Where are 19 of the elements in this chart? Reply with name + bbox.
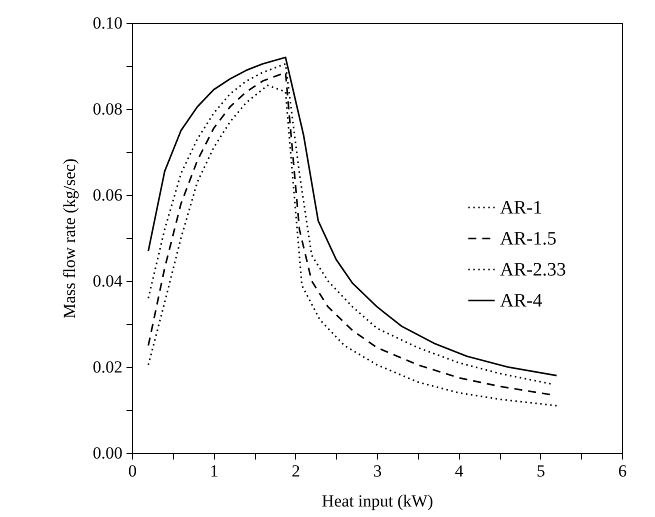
legend-label: AR-1.5	[500, 228, 556, 250]
y-axis-title: Mass flow rate (kg/sec)	[60, 158, 79, 319]
y-tick-label: 0.02	[92, 358, 122, 376]
x-axis-title: Heat input (kW)	[322, 492, 434, 510]
x-tick-label: 0	[128, 462, 137, 480]
y-tick-label: 0.06	[92, 186, 122, 204]
x-tick-label: 1	[210, 462, 218, 480]
y-tick-label: 0.10	[92, 14, 122, 32]
y-tick-label: 0.04	[92, 272, 123, 290]
legend-label: AR-2.33	[500, 260, 566, 280]
x-tick-label: 5	[536, 462, 546, 480]
x-tick-label: 4	[454, 462, 464, 480]
legend-label: AR-4	[500, 290, 543, 312]
x-tick-label: 3	[373, 462, 382, 480]
x-tick-label: 2	[292, 462, 300, 480]
legend-label: AR-1	[500, 198, 542, 218]
y-tick-label: 0.00	[92, 444, 122, 462]
x-tick-label: 6	[618, 462, 627, 480]
y-tick-label: 0.08	[92, 100, 122, 118]
